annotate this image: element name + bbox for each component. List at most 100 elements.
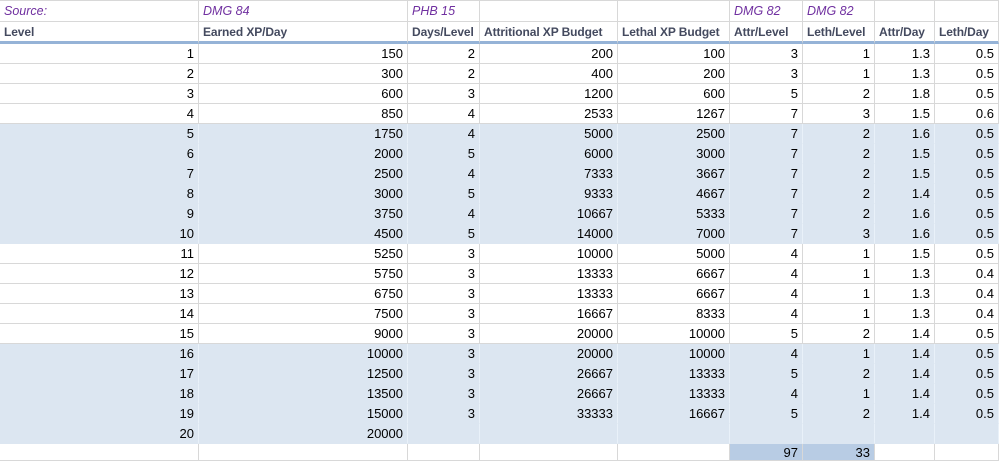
cell[interactable]: 5000 <box>480 124 618 144</box>
cell[interactable]: 2533 <box>480 104 618 124</box>
column-header-leth-day[interactable]: Leth/Day <box>935 22 999 44</box>
cell[interactable] <box>875 1 935 22</box>
cell[interactable]: 16667 <box>618 404 730 424</box>
cell[interactable]: 26667 <box>480 384 618 404</box>
source-ref-leth-level[interactable]: DMG 82 <box>803 1 875 22</box>
column-header-attr-level[interactable]: Attr/Level <box>730 22 803 44</box>
cell[interactable]: 5750 <box>199 264 408 284</box>
cell[interactable]: 20000 <box>480 324 618 344</box>
cell[interactable]: 1.3 <box>875 284 935 304</box>
cell[interactable]: 9000 <box>199 324 408 344</box>
cell[interactable]: 7 <box>730 124 803 144</box>
cell[interactable]: 3 <box>803 224 875 244</box>
cell[interactable]: 1.4 <box>875 384 935 404</box>
cell[interactable]: 6750 <box>199 284 408 304</box>
cell[interactable]: 3 <box>408 344 480 364</box>
cell[interactable]: 0.4 <box>935 304 999 324</box>
cell[interactable]: 2 <box>803 404 875 424</box>
cell[interactable]: 18 <box>0 384 199 404</box>
cell[interactable]: 0.5 <box>935 364 999 384</box>
cell[interactable]: 19 <box>0 404 199 424</box>
cell[interactable]: 0.4 <box>935 284 999 304</box>
cell[interactable]: 4 <box>730 384 803 404</box>
cell[interactable]: 0.5 <box>935 204 999 224</box>
cell[interactable]: 1.3 <box>875 64 935 84</box>
cell[interactable] <box>618 444 730 461</box>
cell[interactable]: 600 <box>199 84 408 104</box>
cell[interactable]: 5 <box>730 364 803 384</box>
cell[interactable] <box>935 424 999 444</box>
cell[interactable]: 26667 <box>480 364 618 384</box>
cell[interactable]: 0.5 <box>935 144 999 164</box>
cell[interactable] <box>480 444 618 461</box>
cell[interactable]: 3 <box>408 324 480 344</box>
cell[interactable]: 3667 <box>618 164 730 184</box>
cell[interactable]: 1.3 <box>875 44 935 64</box>
total-cell[interactable]: 33 <box>803 444 875 461</box>
cell[interactable]: 1 <box>803 264 875 284</box>
cell[interactable]: 3 <box>408 304 480 324</box>
cell[interactable]: 1.6 <box>875 124 935 144</box>
cell[interactable]: 5 <box>730 84 803 104</box>
cell[interactable]: 7 <box>730 224 803 244</box>
cell[interactable] <box>618 1 730 22</box>
cell[interactable]: 1 <box>803 304 875 324</box>
cell[interactable]: 2 <box>803 84 875 104</box>
cell[interactable]: 2 <box>803 364 875 384</box>
cell[interactable]: 1267 <box>618 104 730 124</box>
column-header-leth-level[interactable]: Leth/Level <box>803 22 875 44</box>
cell[interactable]: 3750 <box>199 204 408 224</box>
cell[interactable]: 10000 <box>480 244 618 264</box>
cell[interactable]: 1 <box>803 344 875 364</box>
cell[interactable]: 2 <box>803 144 875 164</box>
cell[interactable]: 4 <box>0 104 199 124</box>
cell[interactable]: 1.5 <box>875 144 935 164</box>
cell[interactable]: 3 <box>408 284 480 304</box>
cell[interactable]: 3 <box>730 44 803 64</box>
cell[interactable]: 0.4 <box>935 264 999 284</box>
cell[interactable]: 5 <box>408 224 480 244</box>
cell[interactable]: 14000 <box>480 224 618 244</box>
cell[interactable]: 7333 <box>480 164 618 184</box>
cell[interactable]: 10000 <box>618 344 730 364</box>
source-ref-days-level[interactable]: PHB 15 <box>408 1 480 22</box>
cell[interactable]: 2 <box>803 204 875 224</box>
cell[interactable] <box>618 424 730 444</box>
cell[interactable]: 1 <box>803 284 875 304</box>
cell[interactable]: 6667 <box>618 284 730 304</box>
cell[interactable]: 20000 <box>199 424 408 444</box>
cell[interactable] <box>935 1 999 22</box>
cell[interactable]: 0.5 <box>935 184 999 204</box>
cell[interactable]: 7 <box>0 164 199 184</box>
cell[interactable]: 400 <box>480 64 618 84</box>
column-header-days-level[interactable]: Days/Level <box>408 22 480 44</box>
cell[interactable]: 12500 <box>199 364 408 384</box>
cell[interactable]: 9 <box>0 204 199 224</box>
cell[interactable]: 3 <box>408 384 480 404</box>
cell[interactable] <box>408 424 480 444</box>
cell[interactable]: 13 <box>0 284 199 304</box>
column-header-level[interactable]: Level <box>0 22 199 44</box>
cell[interactable]: 9333 <box>480 184 618 204</box>
cell[interactable]: 5 <box>408 184 480 204</box>
cell[interactable]: 20 <box>0 424 199 444</box>
cell[interactable]: 6667 <box>618 264 730 284</box>
cell[interactable] <box>730 424 803 444</box>
cell[interactable]: 3 <box>408 364 480 384</box>
cell[interactable] <box>480 424 618 444</box>
column-header-attr-day[interactable]: Attr/Day <box>875 22 935 44</box>
cell[interactable] <box>935 444 999 461</box>
column-header-attritional-xp-budget[interactable]: Attritional XP Budget <box>480 22 618 44</box>
cell[interactable]: 4500 <box>199 224 408 244</box>
cell[interactable]: 13333 <box>618 364 730 384</box>
cell[interactable]: 300 <box>199 64 408 84</box>
cell[interactable]: 3000 <box>199 184 408 204</box>
cell[interactable]: 13333 <box>480 264 618 284</box>
cell[interactable]: 7 <box>730 104 803 124</box>
cell[interactable]: 200 <box>480 44 618 64</box>
cell[interactable]: 1.6 <box>875 204 935 224</box>
cell[interactable]: 3 <box>408 244 480 264</box>
cell[interactable]: 1.4 <box>875 404 935 424</box>
cell[interactable]: 3 <box>408 84 480 104</box>
cell[interactable]: 14 <box>0 304 199 324</box>
